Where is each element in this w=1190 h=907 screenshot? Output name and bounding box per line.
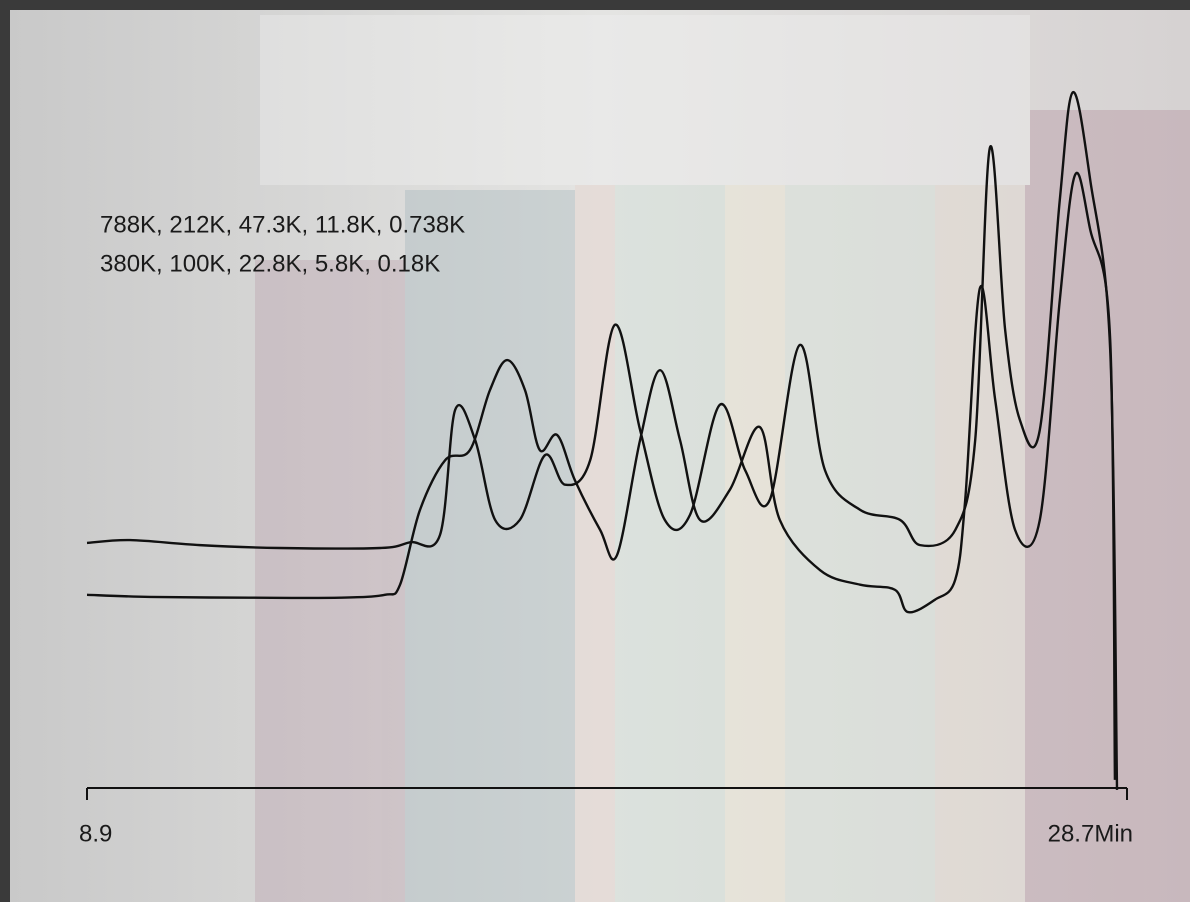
x-tick-label: 28.7Min [1048,820,1133,847]
annotation: 788K, 212K, 47.3K, 11.8K, 0.738K [100,211,465,238]
series-line [86,171,1117,780]
x-tick-label: 8.9 [79,820,112,847]
background-books [255,15,1190,902]
series-line [86,91,1119,790]
annotation: 380K, 100K, 22.8K, 5.8K, 0.18K [100,250,440,277]
